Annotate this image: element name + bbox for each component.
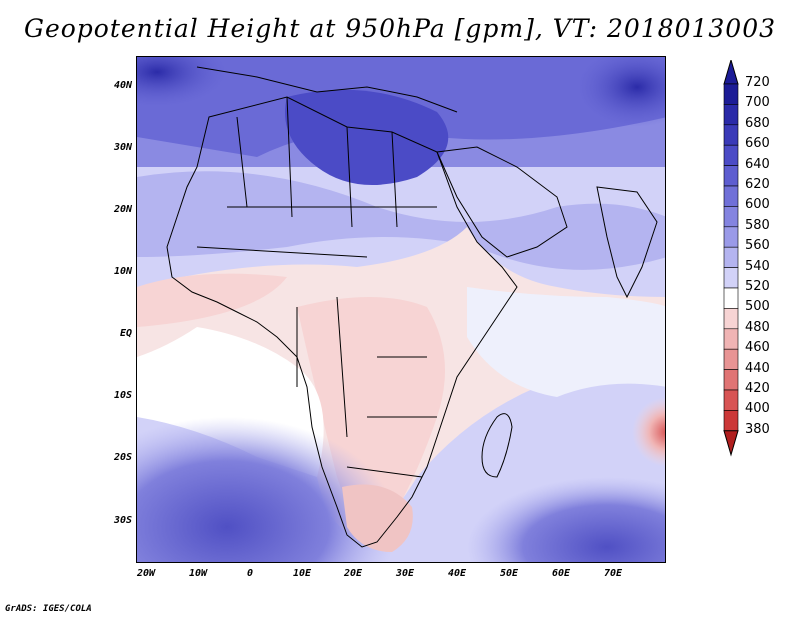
colorbar-segment <box>723 206 739 228</box>
colorbar-label: 420 <box>745 381 770 396</box>
lon-tick: 70E <box>603 568 623 579</box>
credit-text: GrADS: IGES/COLA <box>5 604 92 614</box>
height-field-map <box>137 57 665 562</box>
lon-tick: 40E <box>447 568 467 579</box>
colorbar-label: 400 <box>745 401 770 417</box>
colorbar-label: 620 <box>745 177 770 192</box>
colorbar-segment <box>723 104 739 126</box>
colorbar-segment <box>723 328 739 350</box>
colorbar-top-arrow <box>723 60 739 85</box>
lon-tick: 60E <box>551 568 571 579</box>
colorbar-segment <box>723 165 739 187</box>
lat-tick: 10N <box>113 266 132 277</box>
lat-tick: 30S <box>113 515 132 526</box>
map-panel <box>136 56 666 563</box>
colorbar-segment <box>723 83 739 105</box>
colorbar-label: 540 <box>745 258 770 274</box>
lat-tick: 20N <box>113 204 132 215</box>
colorbar-label: 560 <box>745 238 770 254</box>
colorbar-label: 600 <box>745 197 770 213</box>
lon-tick: 20E <box>343 568 363 579</box>
colorbar-segment <box>723 246 739 268</box>
colorbar-segment <box>723 308 739 330</box>
lat-tick: 40N <box>113 80 132 91</box>
colorbar-label: 380 <box>745 421 770 437</box>
lon-tick: 0 <box>246 568 254 579</box>
colorbar-segment <box>723 348 739 370</box>
colorbar-segment <box>723 185 739 207</box>
colorbar-label: 520 <box>745 279 770 294</box>
colorbar-bottom-arrow <box>723 430 739 457</box>
lon-tick: 10E <box>292 568 312 579</box>
coastlines <box>166 66 658 548</box>
colorbar <box>723 60 739 457</box>
lon-tick: 20W <box>136 568 156 579</box>
colorbar-segment <box>723 267 739 289</box>
colorbar-label: 500 <box>745 299 770 315</box>
colorbar-label: 460 <box>745 340 770 356</box>
colorbar-label: 720 <box>745 75 770 90</box>
lat-tick: 30N <box>113 142 132 153</box>
colorbar-segment <box>723 287 739 309</box>
colorbar-segment <box>723 124 739 146</box>
colorbar-label: 640 <box>745 156 770 172</box>
colorbar-label: 580 <box>745 217 770 233</box>
colorbar-segment <box>723 144 739 166</box>
colorbar-label: 440 <box>745 360 770 376</box>
colorbar-label: 680 <box>745 115 770 131</box>
lon-tick: 30E <box>395 568 415 579</box>
colorbar-label: 480 <box>745 319 770 335</box>
colorbar-label: 700 <box>745 95 770 111</box>
plot-title: Geopotential Height at 950hPa [gpm], VT:… <box>23 14 777 43</box>
colorbar-segment <box>723 389 739 411</box>
colorbar-segment <box>723 369 739 391</box>
lon-tick: 10W <box>188 568 208 579</box>
lat-tick: 20S <box>113 452 132 463</box>
lon-tick: 50E <box>499 568 519 579</box>
colorbar-segment <box>723 226 739 248</box>
colorbar-label: 660 <box>745 136 770 152</box>
lat-tick: EQ <box>119 328 132 339</box>
colorbar-segment <box>723 410 739 432</box>
lat-tick: 10S <box>113 390 132 401</box>
